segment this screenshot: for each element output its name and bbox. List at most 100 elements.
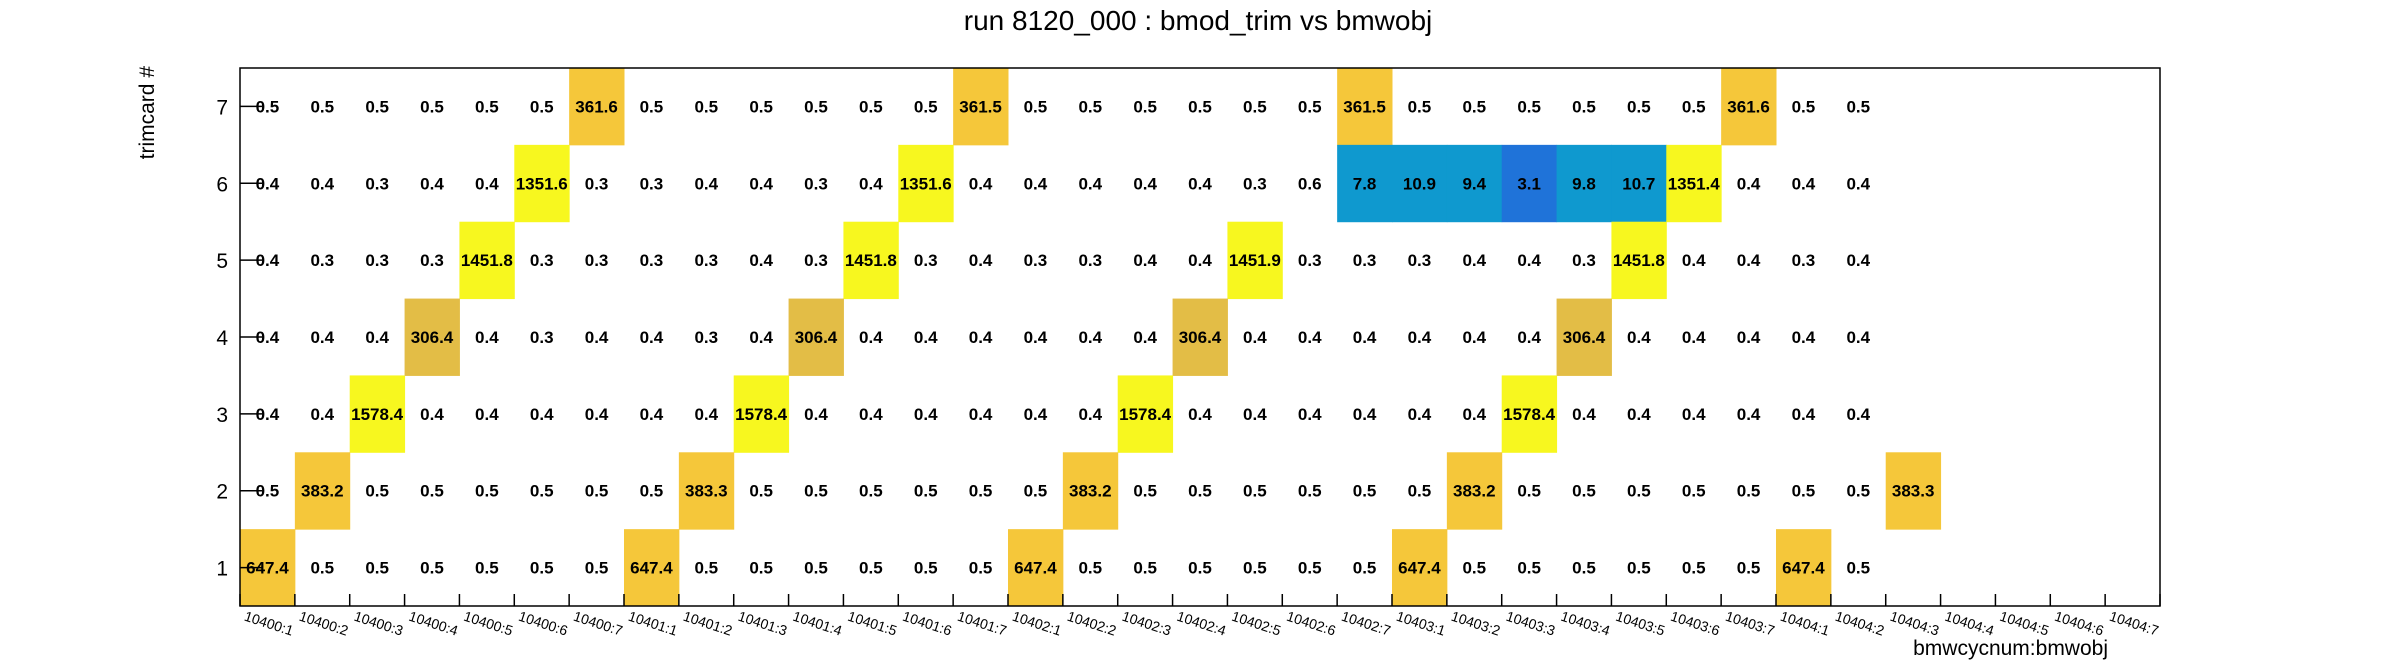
cell-value-label: 647.4 (246, 559, 289, 578)
cell-value-label: 0.4 (310, 174, 334, 193)
cell-value-label: 0.3 (1408, 251, 1432, 270)
cell-value-label: 0.4 (969, 174, 993, 193)
cell-value-label: 0.4 (1408, 328, 1432, 347)
x-tick-label: 10403:7 (1724, 608, 1777, 639)
heatmap-cell (1611, 221, 1667, 300)
x-tick-label: 10400:2 (297, 608, 350, 639)
cell-value-label: 0.4 (1462, 251, 1486, 270)
cell-value-label: 0.3 (530, 328, 554, 347)
cell-value-label: 647.4 (1782, 559, 1825, 578)
cell-value-label: 0.5 (1024, 482, 1048, 501)
x-tick-label: 10400:4 (407, 608, 460, 639)
cell-value-label: 0.5 (749, 559, 773, 578)
x-tick-label: 10401:3 (736, 608, 789, 639)
cell-value-label: 361.5 (959, 97, 1002, 116)
x-tick-label: 10400:6 (517, 608, 570, 639)
cell-value-label: 0.4 (420, 405, 444, 424)
cell-value-label: 0.5 (1846, 559, 1870, 578)
cell-value-label: 0.3 (804, 251, 828, 270)
x-tick-label: 10400:5 (462, 608, 515, 639)
x-tick-label: 10400:3 (352, 608, 405, 639)
cell-value-label: 0.5 (585, 559, 609, 578)
cell-value-label: 0.5 (1133, 482, 1157, 501)
cell-value-label: 0.3 (585, 174, 609, 193)
cell-value-label: 0.4 (969, 251, 993, 270)
cell-value-label: 0.4 (694, 174, 718, 193)
cell-value-label: 647.4 (1014, 559, 1057, 578)
x-axis-label: bmwcycnum:bmwobj (1913, 637, 2108, 660)
cell-value-label: 0.4 (1188, 405, 1212, 424)
cell-value-label: 0.3 (1024, 251, 1048, 270)
cell-value-label: 1451.8 (845, 251, 897, 270)
cell-value-label: 0.5 (1078, 559, 1102, 578)
cell-value-label: 0.5 (1792, 97, 1816, 116)
cell-value-label: 0.5 (530, 559, 554, 578)
cell-value-label: 0.5 (310, 97, 334, 116)
y-axis: 1 2 3 4 5 6 7 (216, 96, 262, 581)
cell-value-label: 0.5 (256, 97, 280, 116)
y-tick-label: 5 (216, 250, 228, 273)
y-tick-label: 4 (216, 327, 228, 350)
cell-value-label: 0.5 (1792, 482, 1816, 501)
cell-value-label: 0.5 (1408, 482, 1432, 501)
heatmap-cell (1721, 68, 1777, 146)
cell-value-label: 0.4 (1243, 328, 1267, 347)
cell-value-label: 9.8 (1572, 174, 1596, 193)
cell-value-label: 0.3 (1298, 251, 1322, 270)
cell-value-label: 0.5 (1078, 97, 1102, 116)
y-tick-label: 3 (216, 404, 228, 427)
cell-value-label: 0.5 (1243, 559, 1267, 578)
cell-value-label: 0.5 (749, 97, 773, 116)
cell-value-label: 0.5 (914, 482, 938, 501)
cell-value-label: 0.5 (1627, 97, 1651, 116)
heatmap-cell (1556, 144, 1612, 223)
heatmap-cell (1062, 452, 1119, 530)
heatmap-cells: 0.5 0.5 0.5 0.5 0.5 0.5 361.6 0.5 0.5 0.5 0.5 0.5 0.… (240, 68, 1942, 607)
cell-value-label: 0.5 (1682, 559, 1706, 578)
cell-value-label: 0.3 (1078, 251, 1102, 270)
cell-value-label: 0.4 (1353, 328, 1377, 347)
cell-value-label: 0.4 (749, 251, 773, 270)
cell-value-label: 0.4 (475, 405, 499, 424)
x-tick-label: 10402:6 (1285, 608, 1338, 639)
cell-value-label: 0.4 (1133, 174, 1157, 193)
cell-value-label: 0.4 (475, 174, 499, 193)
x-tick-label: 10403:1 (1394, 608, 1447, 639)
cell-value-label: 0.4 (475, 328, 499, 347)
cell-value-label: 0.5 (1572, 482, 1596, 501)
cell-value-label: 0.4 (1682, 405, 1706, 424)
cell-value-label: 0.4 (365, 328, 389, 347)
cell-value-label: 0.4 (749, 174, 773, 193)
cell-value-label: 0.5 (585, 482, 609, 501)
cell-value-label: 0.5 (969, 482, 993, 501)
heatmap-cell (1666, 144, 1722, 223)
cell-value-label: 0.5 (859, 97, 883, 116)
cell-value-label: 0.5 (475, 97, 499, 116)
cell-value-label: 0.3 (420, 251, 444, 270)
cell-value-label: 0.4 (1682, 251, 1706, 270)
cell-value-label: 0.4 (1353, 405, 1377, 424)
heatmap-cell (1392, 144, 1448, 223)
cell-value-label: 0.3 (1353, 251, 1377, 270)
cell-value-label: 647.4 (1398, 559, 1441, 578)
cell-value-label: 0.5 (1737, 559, 1761, 578)
x-tick-label: 10402:7 (1340, 608, 1393, 639)
cell-value-label: 0.3 (1572, 251, 1596, 270)
cell-value-label: 0.4 (640, 328, 664, 347)
cell-value-label: 9.4 (1462, 174, 1486, 193)
heatmap-cell (1446, 144, 1503, 223)
cell-value-label: 0.4 (1133, 251, 1157, 270)
cell-value-label: 0.5 (1133, 559, 1157, 578)
heatmap-cell (733, 375, 790, 453)
cell-value-label: 0.4 (694, 405, 718, 424)
cell-value-label: 0.4 (256, 251, 280, 270)
cell-value-label: 1578.4 (351, 405, 404, 424)
cell-value-label: 0.5 (1462, 559, 1486, 578)
cell-value-label: 0.4 (1572, 405, 1596, 424)
heatmap-cell (1611, 144, 1667, 223)
cell-value-label: 0.4 (859, 405, 883, 424)
cell-value-label: 0.4 (640, 405, 664, 424)
cell-value-label: 0.3 (1792, 251, 1816, 270)
cell-value-label: 0.5 (640, 482, 664, 501)
cell-value-label: 0.3 (310, 251, 334, 270)
